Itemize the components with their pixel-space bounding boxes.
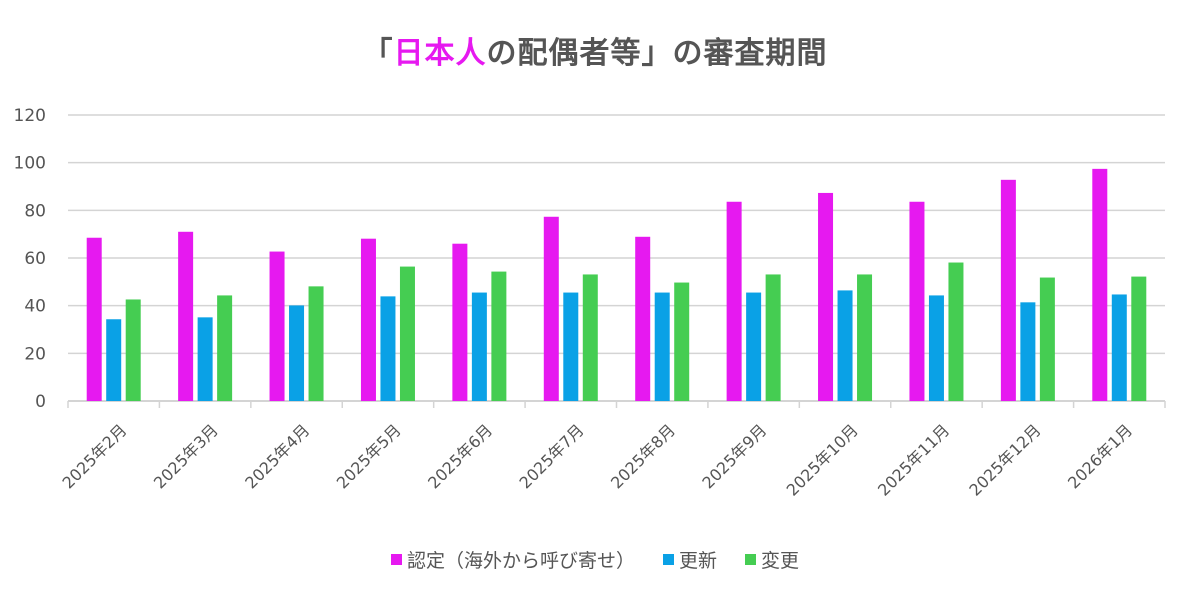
x-tick-label: 2025年10月	[783, 420, 862, 499]
x-tick-label: 2025年11月	[874, 420, 953, 499]
bar-nintei	[543, 216, 559, 401]
bar-henkou	[948, 262, 964, 401]
y-tick-label: 80	[24, 201, 46, 221]
x-tick-label: 2025年6月	[424, 420, 496, 492]
bar-koushin	[928, 295, 944, 401]
x-tick-label: 2025年2月	[58, 420, 130, 492]
bar-nintei	[1092, 168, 1108, 401]
legend-item: 変更	[745, 546, 799, 573]
bar-koushin	[106, 319, 122, 401]
bar-henkou	[674, 282, 690, 401]
bar-koushin	[471, 292, 487, 401]
title-prefix: 「	[362, 36, 394, 71]
y-tick-label: 60	[24, 249, 46, 269]
bar-nintei	[635, 236, 651, 401]
x-tick-label: 2025年8月	[607, 420, 679, 492]
legend-label: 認定（海外から呼び寄せ）	[406, 550, 635, 572]
x-tick-label: 2025年9月	[698, 420, 770, 492]
y-tick-label: 40	[24, 297, 46, 317]
bar-henkou	[857, 274, 873, 401]
y-tick-label: 20	[24, 344, 46, 364]
bar-koushin	[563, 292, 579, 401]
bar-koushin	[197, 317, 213, 401]
bar-nintei	[178, 231, 194, 401]
legend-item: 認定（海外から呼び寄せ）	[390, 546, 635, 573]
title-highlight: 日本人	[393, 36, 487, 71]
bar-henkou	[217, 295, 233, 401]
chart-title: 「日本人の配偶者等」の審査期間	[0, 28, 1190, 72]
legend-swatch	[662, 554, 674, 565]
x-tick-label: 2026年1月	[1064, 420, 1136, 492]
bar-nintei	[726, 201, 742, 401]
y-tick-label: 120	[14, 106, 46, 126]
bar-koushin	[746, 292, 762, 401]
bar-koushin	[1020, 302, 1036, 401]
bar-henkou	[308, 286, 324, 401]
legend-swatch	[745, 554, 756, 565]
bar-koushin	[837, 290, 853, 401]
bar-nintei	[360, 238, 376, 401]
legend: 認定（海外から呼び寄せ） 更新 変更	[0, 546, 1190, 573]
bar-koushin	[380, 296, 396, 401]
legend-swatch	[390, 554, 402, 565]
bar-koushin	[289, 305, 305, 401]
bar-koushin	[1111, 294, 1127, 401]
y-tick-label: 100	[14, 154, 46, 174]
legend-item: 更新	[662, 546, 717, 573]
bar-koushin	[654, 292, 670, 401]
bar-henkou	[765, 274, 781, 401]
bar-henkou	[1039, 277, 1055, 401]
y-tick-label: 0	[35, 392, 46, 412]
bar-nintei	[86, 237, 102, 401]
bar-henkou	[125, 299, 141, 401]
x-tick-label: 2025年7月	[516, 420, 588, 492]
bar-henkou	[399, 266, 415, 401]
bar-nintei	[818, 192, 834, 401]
bar-nintei	[269, 251, 285, 401]
bar-nintei	[452, 243, 468, 401]
bar-henkou	[582, 274, 598, 401]
bar-nintei	[1000, 179, 1016, 401]
x-tick-label: 2025年5月	[333, 420, 405, 492]
x-tick-label: 2025年4月	[241, 420, 313, 492]
x-tick-label: 2025年3月	[150, 420, 222, 492]
bar-henkou	[1131, 276, 1147, 401]
title-suffix: の配偶者等」の審査期間	[486, 36, 828, 71]
legend-label: 更新	[678, 550, 717, 572]
x-tick-label: 2025年12月	[965, 420, 1044, 499]
bar-nintei	[909, 201, 925, 401]
legend-label: 変更	[761, 550, 800, 572]
bar-henkou	[491, 271, 507, 401]
